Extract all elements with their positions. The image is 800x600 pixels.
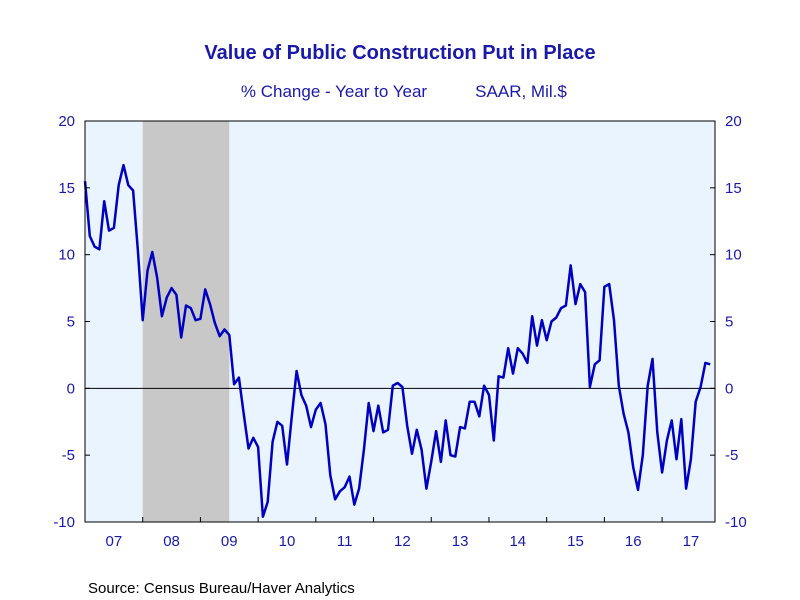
- y-tick-label-left: 10: [58, 247, 75, 264]
- series-line: [83, 163, 711, 518]
- y-tick-label-right: 10: [725, 247, 742, 264]
- axes-layer: 20 20 15 15 10 10 5 5 0 0 -5 -5 -10 -10 07 08 09 10 11 12 13…: [53, 113, 746, 550]
- y-tick-label-left: 5: [67, 314, 75, 331]
- x-tick-label: 07: [106, 533, 123, 550]
- y-tick-label-right: 5: [725, 314, 733, 331]
- recession-layer: [142, 121, 230, 522]
- source-note: Source: Census Bureau/Haver Analytics: [88, 580, 355, 597]
- y-tick-label-right: 0: [725, 380, 733, 397]
- x-tick-label: 13: [452, 533, 469, 550]
- y-tick-label-left: 15: [58, 180, 75, 197]
- x-tick-label: 10: [279, 533, 296, 550]
- x-tick-label: 15: [567, 533, 584, 550]
- x-tick-label: 17: [683, 533, 700, 550]
- chart-subtitle-right: SAAR, Mil.$: [475, 82, 567, 101]
- x-tick-label: 08: [163, 533, 180, 550]
- x-tick-label: 09: [221, 533, 238, 550]
- series-layer: [83, 163, 711, 518]
- y-tick-label-right: -5: [725, 447, 738, 464]
- y-tick-label-left: -5: [62, 447, 75, 464]
- chart-subtitle-left: % Change - Year to Year: [241, 82, 428, 101]
- x-tick-label: 16: [625, 533, 642, 550]
- y-tick-label-left: 20: [58, 113, 75, 130]
- x-tick-label: 11: [337, 533, 353, 550]
- x-tick-label: 12: [394, 533, 411, 550]
- y-tick-label-right: 20: [725, 113, 742, 130]
- y-tick-label-right: 15: [725, 180, 742, 197]
- x-tick-label: 14: [509, 533, 526, 550]
- y-tick-label-left: -10: [53, 514, 75, 531]
- y-tick-label-right: -10: [725, 514, 747, 531]
- y-tick-label-left: 0: [67, 380, 75, 397]
- chart-title: Value of Public Construction Put in Plac…: [204, 42, 595, 64]
- recession-band: [142, 121, 230, 522]
